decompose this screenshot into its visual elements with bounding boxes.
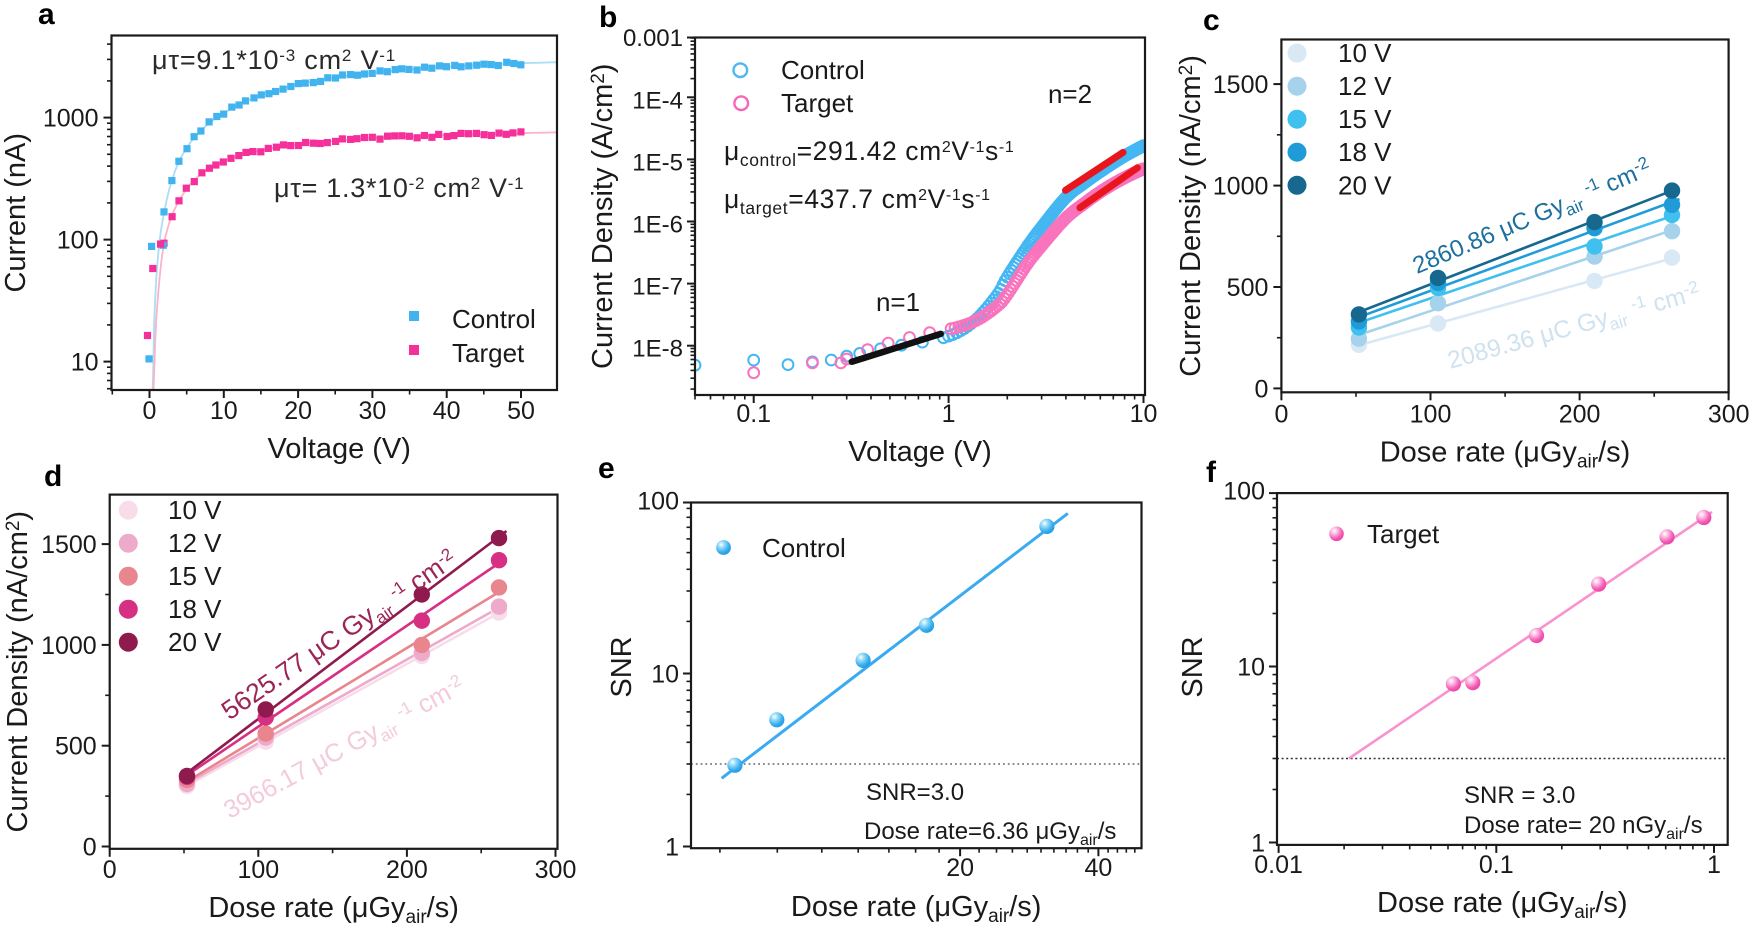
- svg-text:1: 1: [1251, 830, 1265, 858]
- svg-text:b: b: [599, 1, 617, 34]
- svg-text:f: f: [1206, 456, 1217, 489]
- svg-text:1E-6: 1E-6: [632, 212, 683, 239]
- svg-text:0: 0: [103, 856, 117, 884]
- svg-text:1000: 1000: [43, 105, 99, 133]
- svg-text:μτ=9.1*10-3​ cm2​ V-1​: μτ=9.1*10-3​ cm2​ V-1​: [152, 45, 396, 75]
- svg-text:Current Density (A/cm2​): Current Density (A/cm2​): [587, 64, 619, 369]
- svg-text:SNR: SNR: [1177, 636, 1209, 697]
- svg-text:12 V: 12 V: [1338, 71, 1392, 101]
- svg-text:100: 100: [57, 227, 99, 255]
- svg-text:1500: 1500: [41, 531, 97, 559]
- svg-text:0.1: 0.1: [736, 400, 771, 428]
- svg-text:1E-5: 1E-5: [632, 149, 683, 176]
- svg-text:20: 20: [946, 854, 974, 882]
- svg-text:100: 100: [1223, 478, 1265, 506]
- svg-text:200: 200: [386, 856, 428, 884]
- svg-text:0: 0: [1254, 375, 1268, 403]
- svg-text:SNR: SNR: [606, 636, 638, 697]
- svg-text:c: c: [1203, 4, 1220, 37]
- svg-text:1E-4: 1E-4: [632, 87, 683, 114]
- svg-text:18 V: 18 V: [168, 594, 222, 624]
- svg-text:0.001: 0.001: [623, 25, 683, 52]
- svg-text:20 V: 20 V: [168, 627, 222, 657]
- svg-text:n=2: n=2: [1048, 79, 1092, 109]
- svg-text:0.1: 0.1: [1479, 851, 1514, 879]
- svg-text:1E-8: 1E-8: [632, 336, 683, 363]
- svg-text:100: 100: [1410, 400, 1452, 428]
- svg-text:d: d: [44, 460, 62, 493]
- svg-text:20 V: 20 V: [1338, 170, 1392, 200]
- svg-text:300: 300: [535, 856, 577, 884]
- svg-text:50: 50: [507, 397, 535, 425]
- svg-text:Voltage (V): Voltage (V): [848, 436, 991, 468]
- svg-text:300: 300: [1708, 400, 1750, 428]
- svg-text:μτ= 1.3*10-2​ cm2​ V-1​: μτ= 1.3*10-2​ cm2​ V-1​: [274, 173, 524, 203]
- svg-text:1000: 1000: [1213, 173, 1269, 201]
- svg-text:Current (nA): Current (nA): [0, 133, 32, 293]
- svg-text:Target: Target: [1367, 519, 1440, 549]
- svg-text:500: 500: [1227, 274, 1269, 302]
- svg-text:1: 1: [942, 400, 956, 428]
- svg-text:Dose rate=6.36 μGyair​/s: Dose rate=6.36 μGyair​/s: [864, 818, 1116, 849]
- svg-text:12 V: 12 V: [168, 528, 222, 558]
- svg-text:0: 0: [1274, 400, 1288, 428]
- svg-text:Current Density (nA/cm2​): Current Density (nA/cm2​): [1175, 55, 1207, 377]
- svg-text:10 V: 10 V: [168, 495, 222, 525]
- svg-text:40: 40: [433, 397, 461, 425]
- svg-text:40: 40: [1084, 854, 1112, 882]
- svg-text:Target: Target: [452, 338, 525, 368]
- svg-text:n=1: n=1: [876, 287, 920, 317]
- svg-text:200: 200: [1559, 400, 1601, 428]
- svg-text:Control: Control: [781, 55, 865, 85]
- svg-text:Control: Control: [762, 533, 846, 563]
- svg-text:a: a: [38, 0, 55, 31]
- svg-text:Voltage (V): Voltage (V): [267, 433, 410, 465]
- svg-text:0: 0: [83, 834, 97, 862]
- svg-text:1: 1: [665, 834, 679, 862]
- svg-text:1: 1: [1707, 851, 1721, 879]
- svg-text:100: 100: [637, 488, 679, 516]
- svg-text:15 V: 15 V: [1338, 104, 1392, 134]
- svg-text:SNR=3.0: SNR=3.0: [866, 779, 964, 806]
- svg-text:1E-7: 1E-7: [632, 274, 683, 301]
- svg-text:10: 10: [1130, 400, 1158, 428]
- svg-text:Target: Target: [781, 88, 854, 118]
- svg-text:Dose rate= 20 nGyair​/s: Dose rate= 20 nGyair​/s: [1464, 812, 1703, 843]
- svg-text:10: 10: [1237, 654, 1265, 682]
- svg-text:Control: Control: [452, 304, 536, 334]
- svg-text:1000: 1000: [41, 632, 97, 660]
- svg-text:1500: 1500: [1213, 71, 1269, 99]
- svg-text:100: 100: [237, 856, 279, 884]
- svg-text:15 V: 15 V: [168, 561, 222, 591]
- svg-text:20: 20: [284, 397, 312, 425]
- svg-text:18 V: 18 V: [1338, 137, 1392, 167]
- svg-text:Current Density (nA/cm2​): Current Density (nA/cm2​): [2, 511, 34, 833]
- svg-text:SNR = 3.0: SNR = 3.0: [1464, 782, 1575, 809]
- svg-text:10: 10: [651, 661, 679, 689]
- svg-text:30: 30: [358, 397, 386, 425]
- svg-text:10: 10: [210, 397, 238, 425]
- svg-text:10 V: 10 V: [1338, 38, 1392, 68]
- svg-text:0.01: 0.01: [1254, 851, 1303, 879]
- svg-text:e: e: [598, 452, 615, 485]
- svg-text:10: 10: [71, 349, 99, 377]
- svg-text:500: 500: [55, 733, 97, 761]
- svg-text:0: 0: [143, 397, 157, 425]
